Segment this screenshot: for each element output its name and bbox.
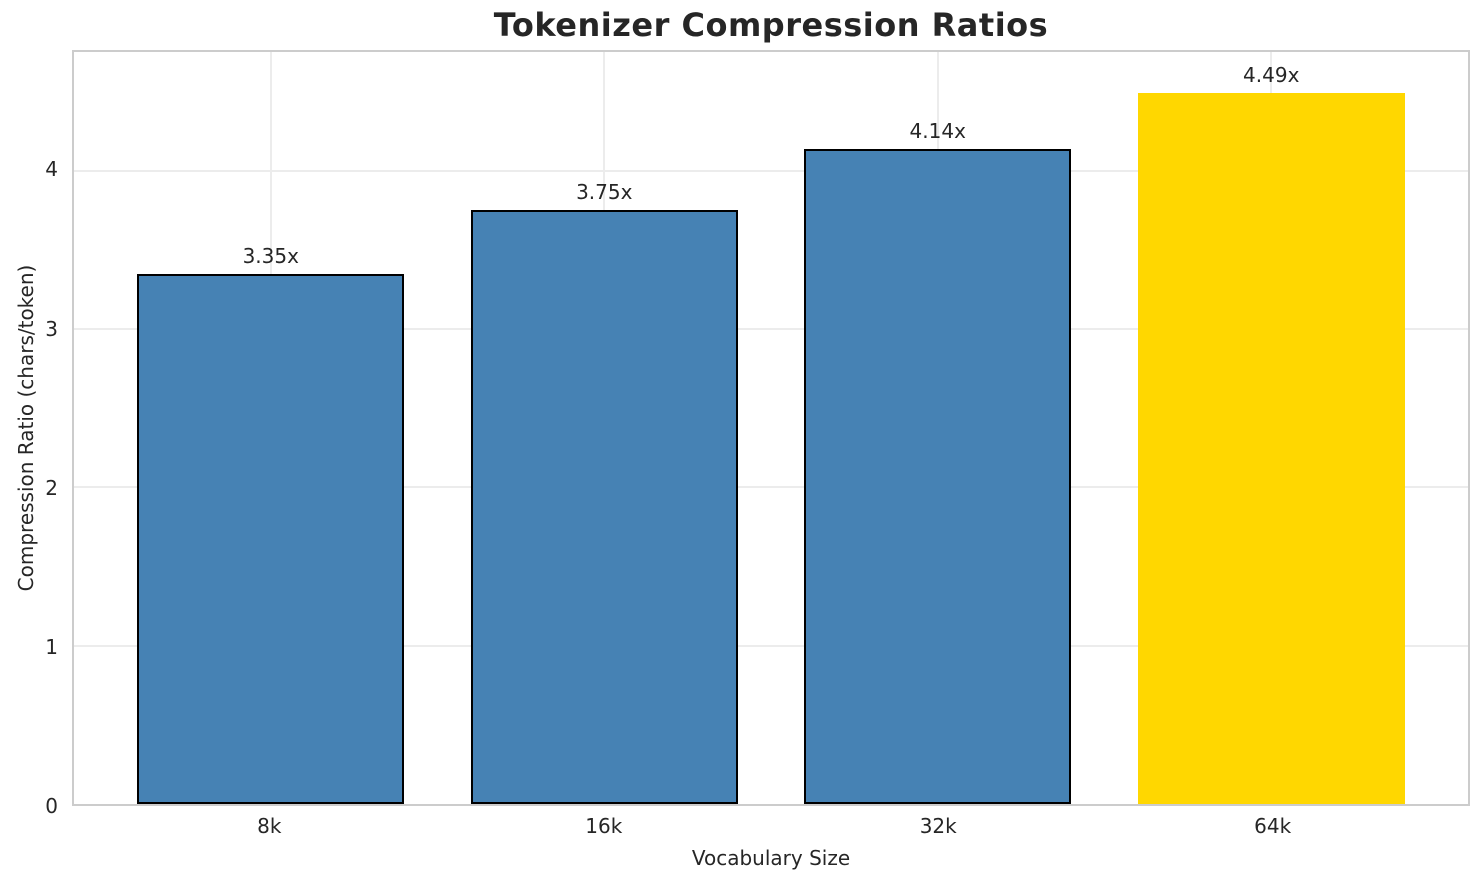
bar-16k [470, 210, 738, 804]
y-gridline [74, 644, 1468, 647]
chart-title: Tokenizer Compression Ratios [493, 6, 1049, 44]
bar-64k [1137, 93, 1405, 804]
bar-value-label: 4.14x [909, 118, 966, 143]
plot-area: 3.35x 3.75x 4.14x 4.49x [72, 50, 1470, 806]
bar-value-label: 3.35x [242, 243, 299, 268]
bar-8k [137, 273, 405, 804]
y-gridline [74, 328, 1468, 331]
y-axis-ticks: 0 1 2 3 4 [0, 50, 58, 816]
y-tick-label: 1 [45, 634, 58, 659]
x-tick-label: 32k [919, 814, 957, 838]
y-tick-label: 0 [45, 794, 58, 818]
y-gridline [74, 486, 1468, 489]
y-tick-label: 3 [45, 316, 58, 341]
bar-value-label: 4.49x [1243, 63, 1300, 88]
x-tick-label: 8k [257, 814, 282, 838]
x-axis-label: Vocabulary Size [691, 846, 851, 870]
x-tick-label: 64k [1254, 814, 1292, 838]
bar-labels-layer: 3.35x 3.75x 4.14x 4.49x [74, 52, 1468, 804]
y-tick-label: 4 [45, 157, 58, 182]
x-axis-ticks: 8k 16k 32k 64k [72, 806, 1470, 846]
y-tick-label: 2 [45, 475, 58, 500]
bar-32k [804, 148, 1072, 804]
x-tick-label: 16k [585, 814, 623, 838]
bar-value-label: 3.75x [576, 180, 633, 205]
y-gridline [74, 169, 1468, 172]
bars-layer [74, 52, 1468, 804]
